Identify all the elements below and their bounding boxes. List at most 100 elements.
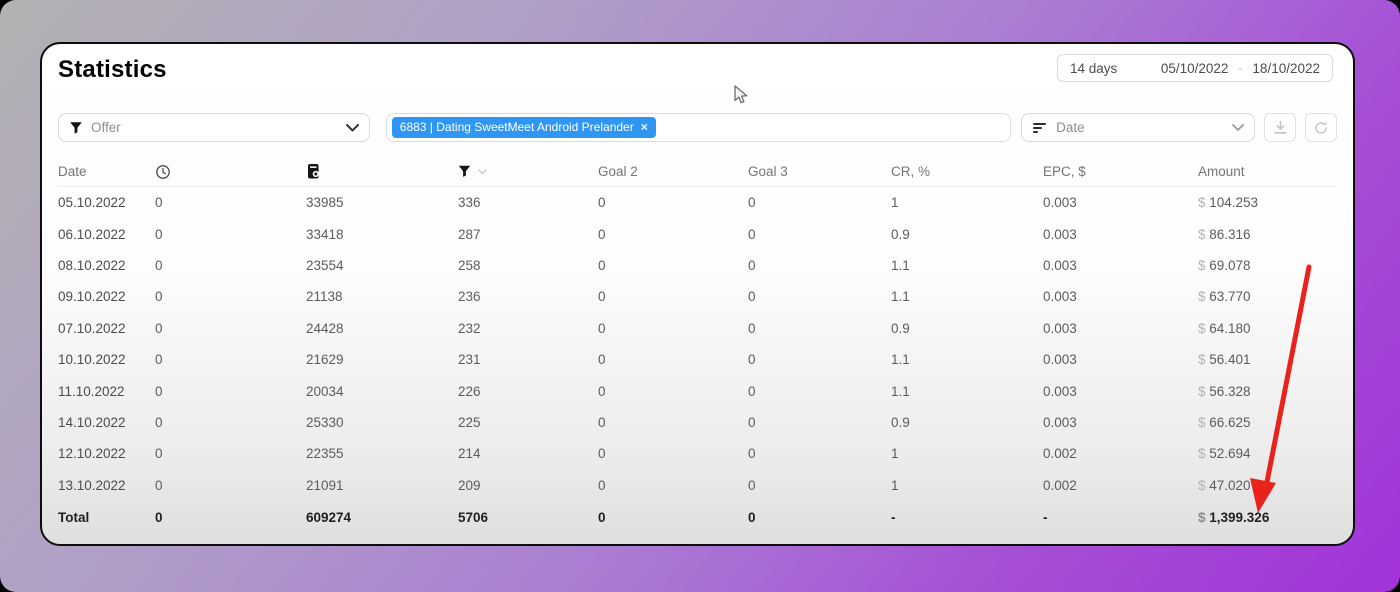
- table-row: 14.10.2022 0 25330 225 0 0 0.9 0.003 $ 66.625: [58, 407, 1337, 438]
- currency-symbol: $: [1198, 477, 1210, 493]
- table-row: 05.10.2022 0 33985 336 0 0 1 0.003 $ 104.253: [58, 187, 1337, 218]
- group-by-select[interactable]: Date: [1021, 113, 1256, 142]
- table-row: 12.10.2022 0 22355 214 0 0 1 0.002 $ 52.694: [58, 438, 1337, 469]
- device-icon[interactable]: [306, 163, 458, 180]
- currency-symbol: $: [1198, 226, 1210, 242]
- table-cell: 0.003: [1043, 320, 1077, 336]
- chevron-down-icon: [1232, 123, 1245, 132]
- table-cell: 07.10.2022: [58, 320, 126, 336]
- table-cell: $ 66.625: [1198, 415, 1337, 430]
- offer-tag-label: 6883 | Dating SweetMeet Android Prelande…: [399, 120, 634, 134]
- table-row: 07.10.2022 0 24428 232 0 0 0.9 0.003 $ 64.180: [58, 313, 1337, 344]
- table-cell: 0.9: [891, 226, 910, 242]
- table-cell: 0: [155, 446, 163, 462]
- column-header-amount[interactable]: Amount: [1198, 164, 1245, 179]
- table-cell: 13.10.2022: [58, 477, 126, 493]
- date-range-picker[interactable]: 14 days 05/10/2022 - 18/10/2022: [1057, 54, 1333, 82]
- table-cell: $ 56.401: [1198, 352, 1337, 367]
- table-cell: 0: [155, 414, 163, 430]
- amount-value: 64.180: [1209, 320, 1251, 336]
- table-cell: 0: [598, 509, 606, 525]
- table-cell: 1: [891, 446, 899, 462]
- table-cell: 0.002: [1043, 446, 1077, 462]
- table-cell: 0: [598, 289, 606, 305]
- date-range-start[interactable]: 05/10/2022: [1160, 60, 1229, 76]
- table-cell: 0: [155, 289, 163, 305]
- column-header-goal3[interactable]: Goal 3: [748, 164, 788, 179]
- amount-value: 63.770: [1209, 289, 1251, 305]
- download-button[interactable]: [1264, 113, 1297, 142]
- refresh-icon: [1313, 120, 1329, 136]
- table-cell: $ 47.020: [1198, 478, 1337, 493]
- table-cell: 24428: [306, 320, 344, 336]
- table-cell: 287: [458, 226, 481, 242]
- table-cell: -: [891, 509, 896, 525]
- table-cell: 0: [155, 257, 163, 273]
- filter-funnel-icon: [69, 121, 83, 135]
- chevron-down-icon: [345, 123, 359, 132]
- table-cell: 0: [155, 352, 163, 368]
- table-row: 11.10.2022 0 20034 226 0 0 1.1 0.003 $ 56.328: [58, 375, 1337, 406]
- table-cell: 0.003: [1043, 414, 1077, 430]
- download-icon: [1273, 120, 1288, 135]
- table-cell: 12.10.2022: [58, 446, 126, 462]
- table-row: 06.10.2022 0 33418 287 0 0 0.9 0.003 $ 86.316: [58, 218, 1337, 249]
- table-cell: $ 52.694: [1198, 446, 1337, 461]
- table-cell: 0: [748, 289, 756, 305]
- currency-symbol: $: [1198, 383, 1210, 399]
- table-row: 10.10.2022 0 21629 231 0 0 1.1 0.003 $ 56.401: [58, 344, 1337, 375]
- table-cell: 0: [598, 320, 606, 336]
- filters-toolbar: Offer 6883 | Dating SweetMeet Android Pr…: [58, 113, 1337, 142]
- group-by-value: Date: [1056, 120, 1085, 135]
- amount-value: 69.078: [1209, 257, 1251, 273]
- table-cell: 0: [748, 352, 756, 368]
- currency-symbol: $: [1198, 195, 1210, 211]
- clock-icon[interactable]: [155, 164, 306, 180]
- table-cell: $ 1,399.326: [1198, 510, 1337, 525]
- table-cell: 11.10.2022: [58, 383, 125, 399]
- tag-close-icon[interactable]: ×: [640, 120, 648, 134]
- table-cell: -: [1043, 509, 1048, 525]
- table-cell: 0.002: [1043, 477, 1077, 493]
- table-cell: 214: [458, 446, 481, 462]
- table-cell: 0: [598, 414, 606, 430]
- table-header-row: Date Goal 2 Goal 3 CR, % EPC, $: [58, 157, 1337, 187]
- table-cell: 1: [891, 195, 899, 211]
- table-cell: $ 104.253: [1198, 195, 1337, 210]
- table-cell: 25330: [306, 414, 344, 430]
- table-cell: 0.003: [1043, 352, 1077, 368]
- table-cell: 1: [891, 477, 899, 493]
- column-header-cr[interactable]: CR, %: [891, 164, 931, 179]
- column-header-goal2[interactable]: Goal 2: [598, 164, 638, 179]
- table-cell: 33418: [306, 226, 344, 242]
- table-cell: 21138: [306, 289, 343, 305]
- amount-value: 52.694: [1209, 446, 1251, 462]
- table-cell: 0: [598, 195, 606, 211]
- statistics-panel: Statistics 14 days 05/10/2022 - 18/10/20…: [40, 42, 1355, 546]
- table-cell: 0: [748, 226, 756, 242]
- offer-tag: 6883 | Dating SweetMeet Android Prelande…: [391, 117, 656, 138]
- column-header-date[interactable]: Date: [58, 164, 87, 179]
- table-cell: 336: [458, 195, 481, 211]
- table-cell: 0: [598, 257, 606, 273]
- refresh-button[interactable]: [1305, 113, 1337, 142]
- amount-value: 56.328: [1209, 383, 1251, 399]
- filter-icon[interactable]: [458, 165, 598, 178]
- table-cell: 0: [598, 226, 606, 242]
- table-cell: 225: [458, 414, 481, 430]
- selected-offers-input[interactable]: 6883 | Dating SweetMeet Android Prelande…: [385, 113, 1012, 142]
- table-total-row: Total 0 609274 5706 0 0 - - $ 1,399.326: [58, 501, 1337, 534]
- table-cell: 0.003: [1043, 289, 1077, 305]
- date-range-separator: -: [1238, 61, 1243, 75]
- table-cell: 0.003: [1043, 383, 1077, 399]
- table-cell: 0: [748, 414, 756, 430]
- table-cell: 0: [598, 383, 606, 399]
- offer-filter-select[interactable]: Offer: [58, 113, 370, 142]
- date-range-end[interactable]: 18/10/2022: [1252, 60, 1320, 76]
- table-cell: 1.1: [891, 383, 910, 399]
- date-range-duration[interactable]: 14 days: [1070, 60, 1118, 76]
- column-header-epc[interactable]: EPC, $: [1043, 164, 1086, 179]
- table-cell: 33985: [306, 195, 344, 211]
- table-cell: 0: [748, 446, 756, 462]
